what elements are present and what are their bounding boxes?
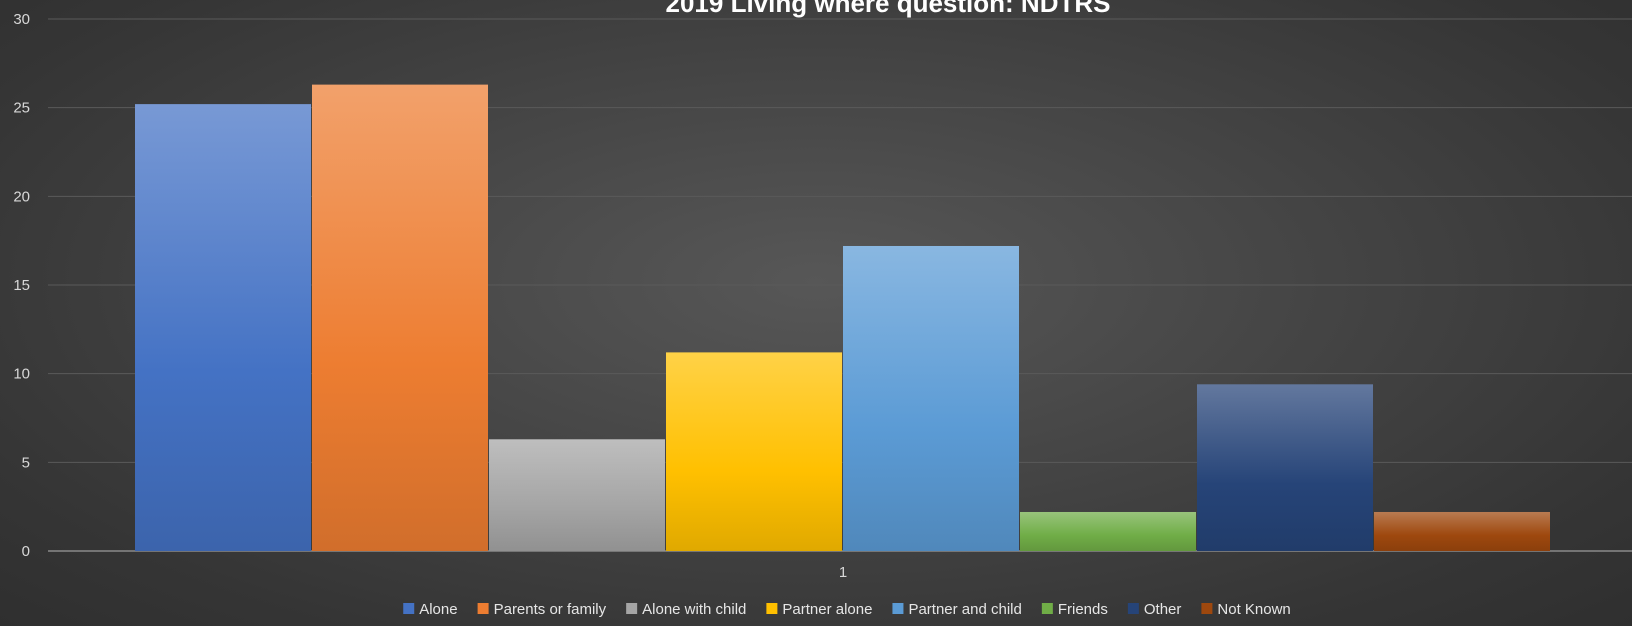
chart-title: 2019 Living where question: NDTRS: [666, 0, 1111, 18]
legend-swatch-not-known: [1201, 603, 1213, 614]
bars: [135, 84, 1550, 552]
bar-parents-or-family: [312, 84, 488, 551]
bar-not-known: [1374, 511, 1550, 551]
legend-swatch-alone: [403, 603, 415, 614]
y-tick-label: 30: [13, 11, 30, 28]
legend-label: Other: [1144, 601, 1182, 618]
bar-alone-with-child: [489, 439, 665, 551]
legend-label: Partner and child: [908, 601, 1021, 618]
bar-friends: [1020, 511, 1196, 551]
legend: Alone Parents or family Alone with child Pa…: [403, 601, 1291, 618]
x-tick-label: 1: [839, 564, 847, 581]
legend-label: Not Known: [1217, 601, 1290, 618]
legend-swatch-alone-with-child: [626, 603, 638, 614]
bar-other: [1197, 384, 1373, 551]
legend-swatch-parents-or-family: [477, 603, 489, 614]
y-tick-label: 0: [22, 543, 30, 560]
y-tick-label: 20: [13, 188, 30, 205]
legend-swatch-friends: [1041, 603, 1053, 614]
legend-swatch-partner-alone: [766, 603, 778, 614]
legend-label: Parents or family: [494, 601, 607, 618]
y-tick-label: 25: [13, 100, 30, 117]
legend-label: Alone: [419, 601, 457, 618]
legend-swatch-other: [1127, 603, 1139, 614]
y-tick-label: 5: [22, 454, 30, 471]
y-tick-label: 10: [13, 366, 30, 383]
bar-partner-and-child: [843, 245, 1019, 551]
legend-label: Friends: [1058, 601, 1108, 618]
legend-label: Alone with child: [642, 601, 746, 618]
bar-partner-alone: [666, 352, 842, 551]
y-tick-label: 15: [13, 277, 30, 294]
legend-swatch-partner-and-child: [892, 603, 904, 614]
legend-label: Partner alone: [782, 601, 872, 618]
bar-alone: [135, 104, 311, 552]
